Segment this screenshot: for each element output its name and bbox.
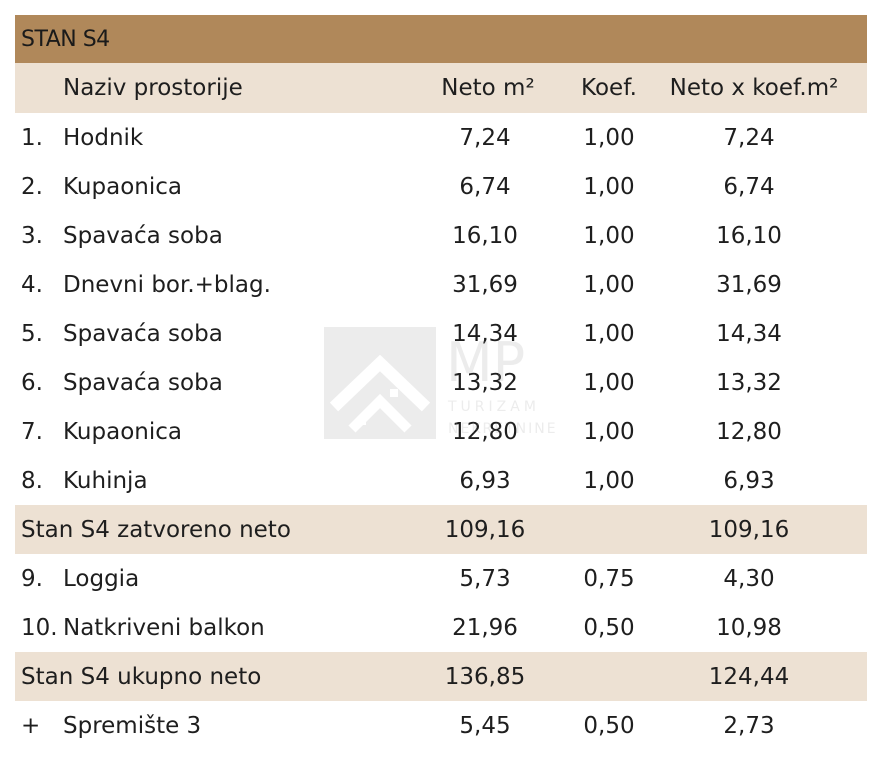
row-result: 4,30 <box>723 565 775 592</box>
row-name: Spavaća soba <box>63 320 223 347</box>
row-result: 16,10 <box>716 222 782 249</box>
row-name: Natkriveni balkon <box>63 614 265 641</box>
row-neto: 5,45 <box>459 712 511 739</box>
subtotal-closed-row: Stan S4 zatvoreno neto 109,16 109,16 <box>15 505 867 554</box>
row-result: 10,98 <box>716 614 782 641</box>
row-number: 7. <box>21 418 43 445</box>
header-neto: Neto m² <box>441 75 535 101</box>
table-row: 6. Spavaća soba 13,32 1,00 13,32 <box>15 358 867 407</box>
row-koef: 1,00 <box>583 271 635 298</box>
row-number: 4. <box>21 271 43 298</box>
row-result: 6,93 <box>723 467 775 494</box>
row-name: Hodnik <box>63 124 144 151</box>
row-result: 7,24 <box>723 124 775 151</box>
table-row: 10. Natkriveni balkon 21,96 0,50 10,98 <box>15 603 867 652</box>
row-result: 31,69 <box>716 271 782 298</box>
header-koef: Koef. <box>581 75 637 101</box>
row-name: Kupaonica <box>63 418 182 445</box>
row-koef: 1,00 <box>583 124 635 151</box>
storage-row: + Spremište 3 5,45 0,50 2,73 <box>15 701 867 750</box>
row-name: Spavaća soba <box>63 369 223 396</box>
table-title: STAN S4 <box>15 15 867 63</box>
row-number: 3. <box>21 222 43 249</box>
row-number: 2. <box>21 173 43 200</box>
total-result: 124,44 <box>708 663 790 690</box>
row-number: 9. <box>21 565 43 592</box>
row-neto: 6,74 <box>459 173 511 200</box>
row-number: 5. <box>21 320 43 347</box>
row-neto: 31,69 <box>452 271 518 298</box>
row-number: 1. <box>21 124 43 151</box>
table-title-text: STAN S4 <box>21 26 110 52</box>
table-row: 3. Spavaća soba 16,10 1,00 16,10 <box>15 211 867 260</box>
row-koef: 1,00 <box>583 222 635 249</box>
row-koef: 0,50 <box>583 614 635 641</box>
row-koef: 0,50 <box>583 712 635 739</box>
header-result: Neto x koef.m² <box>669 75 839 101</box>
row-neto: 14,34 <box>452 320 518 347</box>
row-number: 6. <box>21 369 43 396</box>
subtotal-result: 109,16 <box>708 516 790 543</box>
row-koef: 0,75 <box>583 565 635 592</box>
row-koef: 1,00 <box>583 320 635 347</box>
row-neto: 5,73 <box>459 565 511 592</box>
subtotal-label: Stan S4 zatvoreno neto <box>21 516 291 543</box>
header-name: Naziv prostorije <box>63 75 243 101</box>
total-neto: 136,85 <box>444 663 526 690</box>
total-row: Stan S4 ukupno neto 136,85 124,44 <box>15 652 867 701</box>
row-name: Spavaća soba <box>63 222 223 249</box>
row-name: Kuhinja <box>63 467 148 494</box>
row-neto: 21,96 <box>452 614 518 641</box>
row-neto: 13,32 <box>452 369 518 396</box>
table-row: 2. Kupaonica 6,74 1,00 6,74 <box>15 162 867 211</box>
row-number: 8. <box>21 467 43 494</box>
row-name: Kupaonica <box>63 173 182 200</box>
subtotal-neto: 109,16 <box>444 516 526 543</box>
row-name: Spremište 3 <box>63 712 202 739</box>
table-row: 1. Hodnik 7,24 1,00 7,24 <box>15 113 867 162</box>
row-number: 10. <box>21 614 58 641</box>
total-label: Stan S4 ukupno neto <box>21 663 262 690</box>
table-row: 8. Kuhinja 6,93 1,00 6,93 <box>15 456 867 505</box>
table-row: 4. Dnevni bor.+blag. 31,69 1,00 31,69 <box>15 260 867 309</box>
row-neto: 6,93 <box>459 467 511 494</box>
row-result: 13,32 <box>716 369 782 396</box>
row-neto: 16,10 <box>452 222 518 249</box>
row-result: 14,34 <box>716 320 782 347</box>
table-row: 9. Loggia 5,73 0,75 4,30 <box>15 554 867 603</box>
row-result: 6,74 <box>723 173 775 200</box>
table-header-row: Naziv prostorije Neto m² Koef. Neto x ko… <box>15 63 867 113</box>
row-number: + <box>21 712 41 739</box>
row-neto: 12,80 <box>452 418 518 445</box>
row-koef: 1,00 <box>583 369 635 396</box>
row-result: 2,73 <box>723 712 775 739</box>
table-row: 7. Kupaonica 12,80 1,00 12,80 <box>15 407 867 456</box>
row-koef: 1,00 <box>583 418 635 445</box>
row-result: 12,80 <box>716 418 782 445</box>
row-koef: 1,00 <box>583 467 635 494</box>
row-neto: 7,24 <box>459 124 511 151</box>
row-name: Loggia <box>63 565 140 592</box>
apartment-area-table: STAN S4 Naziv prostorije Neto m² Koef. N… <box>15 15 867 750</box>
row-koef: 1,00 <box>583 173 635 200</box>
table-row: 5. Spavaća soba 14,34 1,00 14,34 <box>15 309 867 358</box>
row-name: Dnevni bor.+blag. <box>63 271 271 298</box>
